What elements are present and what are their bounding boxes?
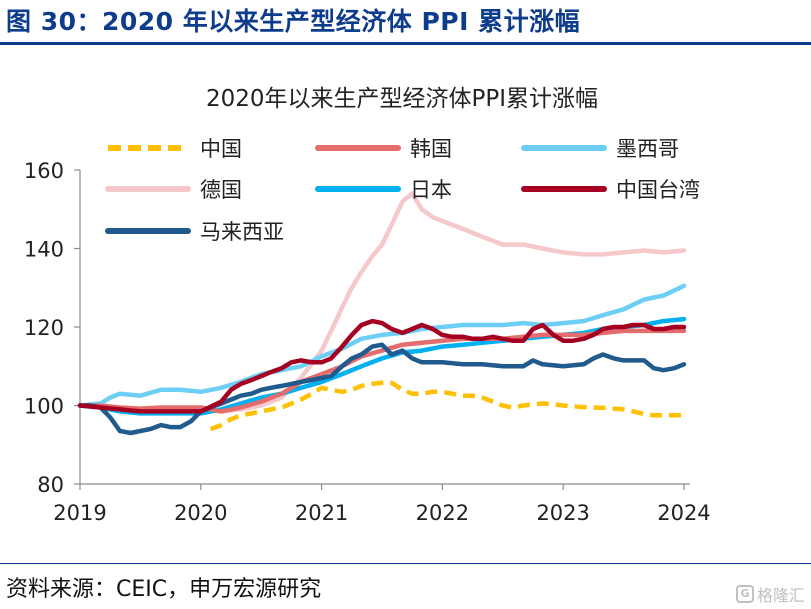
legend-label: 马来西亚 xyxy=(200,220,284,244)
x-tick-label: 2022 xyxy=(416,501,469,525)
y-tick-label: 160 xyxy=(24,159,64,183)
y-axis: 80 100 120 140 160 xyxy=(24,159,81,497)
watermark-logo-icon: G xyxy=(735,585,754,603)
x-tick-label: 2019 xyxy=(53,501,106,525)
x-tick-label: 2021 xyxy=(295,501,348,525)
legend-label: 中国台湾 xyxy=(616,178,700,202)
series-layer xyxy=(77,191,687,436)
watermark: G 格隆汇 xyxy=(735,583,805,605)
y-tick-label: 140 xyxy=(24,238,64,262)
x-tick-label: 2023 xyxy=(536,501,589,525)
series-line-中国台湾 xyxy=(77,318,687,414)
series-line-马来西亚 xyxy=(77,342,687,436)
title-divider xyxy=(0,42,811,45)
source-divider xyxy=(0,563,811,564)
legend-label: 中国 xyxy=(200,137,242,161)
legend-label: 德国 xyxy=(200,178,242,202)
source-note: 资料来源：CEIC，申万宏源研究 xyxy=(6,577,322,602)
series-line-墨西哥 xyxy=(77,283,687,408)
legend-label: 墨西哥 xyxy=(616,137,679,161)
series-line-中国 xyxy=(209,380,684,432)
y-tick-label: 100 xyxy=(24,395,64,419)
x-tick-label: 2020 xyxy=(174,501,227,525)
x-tick-label: 2024 xyxy=(657,501,710,525)
series-line-韩国 xyxy=(77,328,687,414)
legend-label: 日本 xyxy=(410,178,452,202)
figure-title: 图 30：2020 年以来生产型经济体 PPI 累计涨幅 xyxy=(6,7,581,36)
chart-title: 2020年以来生产型经济体PPI累计涨幅 xyxy=(206,86,598,112)
y-tick-label: 120 xyxy=(24,316,64,340)
y-tick-label: 80 xyxy=(37,473,64,497)
legend-label: 韩国 xyxy=(410,137,452,161)
line-chart: 2020年以来生产型经济体PPI累计涨幅 80 100 120 140 160 2019… xyxy=(24,86,711,525)
x-axis: 2019 2020 2021 2022 2023 2024 xyxy=(53,483,711,525)
series-line-德国 xyxy=(77,191,687,414)
watermark-text: 格隆汇 xyxy=(756,586,805,605)
